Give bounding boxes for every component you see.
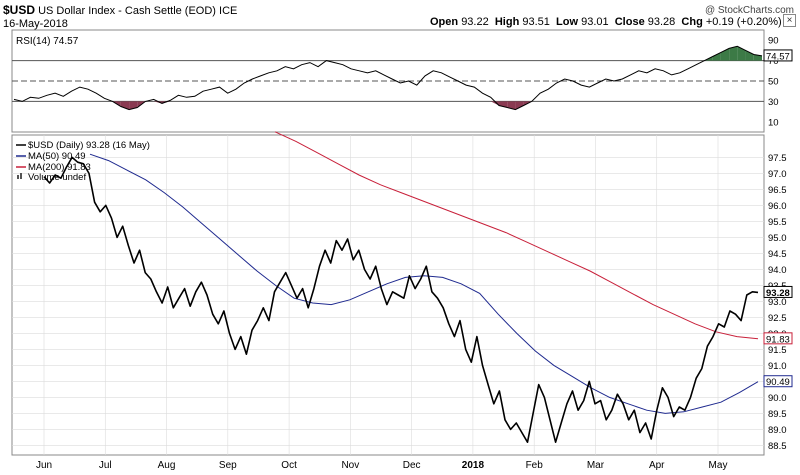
price-tick-label: 90.0 (768, 393, 787, 404)
chart-header: $USD US Dollar Index - Cash Settle (EOD)… (3, 4, 237, 18)
rsi-fill-areas (112, 46, 762, 110)
price-line (43, 156, 759, 443)
watermark: @ StockCharts.com (704, 5, 794, 16)
price-tick-label: 92.5 (768, 313, 787, 324)
x-axis-label: Sep (219, 460, 237, 471)
rsi-line (13, 45, 763, 111)
rsi-overbought-fill (720, 48, 730, 61)
ma50-line (89, 153, 759, 414)
x-axis-label: Jun (36, 460, 52, 471)
rsi-tick-label: 50 (768, 77, 779, 88)
chg-label: Chg (681, 16, 703, 28)
price-tick-label: 89.5 (768, 409, 787, 420)
x-axis-labels: Jun Jul Aug Sep Oct Nov Dec 2018 Feb Mar Apr May (36, 460, 728, 471)
high-label: High (494, 16, 520, 28)
price-tick-label: 95.5 (768, 217, 787, 228)
last-tag-box (763, 375, 793, 388)
rsi-tick-label: 90 (768, 36, 779, 47)
close-value: 93.28 (647, 16, 676, 28)
low-label: Low (556, 16, 579, 28)
rsi-overbought-fill (729, 46, 738, 61)
price-tick-label: 94.5 (768, 249, 787, 260)
rsi-tick-label: 10 (768, 117, 779, 128)
x-axis-label: Aug (158, 460, 176, 471)
legend-price: $USD (Daily) 93.28 (16 May) (28, 140, 150, 151)
last-tag-label: 93.28 (766, 288, 790, 299)
price-tick-label: 93.0 (768, 297, 787, 308)
price-last-tags: 93.28 91.83 90.49 (763, 285, 793, 388)
legend-ma50: MA(50) 90.49 (28, 151, 86, 162)
last-tag-box (763, 285, 793, 298)
rsi-overbought-fill (712, 52, 721, 61)
low-value: 93.01 (581, 16, 609, 28)
x-axis-label: Jul (99, 460, 112, 471)
legend-volume: Volume undef (28, 172, 86, 183)
rsi-tick-label: 30 (768, 97, 779, 108)
price-tick-label: 95.0 (768, 233, 787, 244)
rsi-gridlines (12, 60, 764, 102)
price-tick-label: 96.0 (768, 201, 787, 212)
symbol: $USD (3, 3, 36, 17)
x-axis-label: May (709, 460, 728, 471)
open-label: Open (430, 16, 459, 28)
open-value: 93.22 (461, 16, 489, 28)
x-axis-label: 2018 (462, 460, 485, 471)
symbol-name: US Dollar Index - Cash Settle (EOD) (38, 5, 216, 17)
price-gridlines (12, 135, 764, 455)
price-tick-label: 97.5 (768, 153, 787, 164)
price-tick-label: 91.5 (768, 345, 787, 356)
x-axis-label: Oct (281, 460, 297, 471)
close-icon[interactable]: × (783, 14, 796, 27)
rsi-overbought-fill (745, 50, 754, 61)
price-tick-label: 97.0 (768, 169, 787, 180)
x-axis-label: Feb (526, 460, 544, 471)
price-tick-label: 96.5 (768, 185, 787, 196)
rsi-tick-labels: 90 70 50 30 10 (768, 36, 779, 129)
chart-date: 16-May-2018 (3, 18, 68, 30)
rsi-last-tag: 74.57 (763, 49, 793, 62)
price-tick-label: 89.0 (768, 425, 787, 436)
price-tick-label: 94.0 (768, 265, 787, 276)
price-panel-frame (11, 134, 765, 456)
volume-icon (17, 175, 19, 179)
price-tick-label: 91.0 (768, 361, 787, 372)
rsi-last-tag-label: 74.57 (766, 51, 790, 62)
ohlc-readout: Open 93.22 High 93.51 Low 93.01 Close 93… (430, 16, 782, 29)
x-axis-label: Apr (649, 460, 665, 471)
ma200-line (274, 131, 759, 340)
rsi-tick-label: 70 (768, 56, 779, 67)
rsi-oversold-fill (120, 101, 130, 110)
last-tag-box (763, 332, 793, 345)
legend-ma200: MA(200) 91.83 (28, 162, 91, 173)
price-tick-labels: 97.597.096.596.095.595.094.594.093.593.0… (768, 153, 787, 452)
rsi-legend: RSI(14) 74.57 (16, 36, 79, 47)
x-axis-label: Dec (403, 460, 421, 471)
price-tick-label: 88.5 (768, 441, 787, 452)
rsi-oversold-fill (490, 101, 499, 106)
price-legend: $USD (Daily) 93.28 (16 May) MA(50) 90.49… (16, 140, 150, 183)
last-tag-label: 91.83 (766, 334, 790, 345)
chg-value: +0.19 (+0.20%) (705, 16, 782, 28)
close-label: Close (614, 16, 645, 28)
rsi-oversold-fill (515, 101, 524, 110)
exchange: ICE (219, 5, 238, 17)
last-tag-label: 90.49 (766, 377, 790, 388)
x-axis-label: Mar (587, 460, 605, 471)
high-value: 93.51 (522, 16, 550, 28)
x-axis-label: Nov (341, 460, 359, 471)
